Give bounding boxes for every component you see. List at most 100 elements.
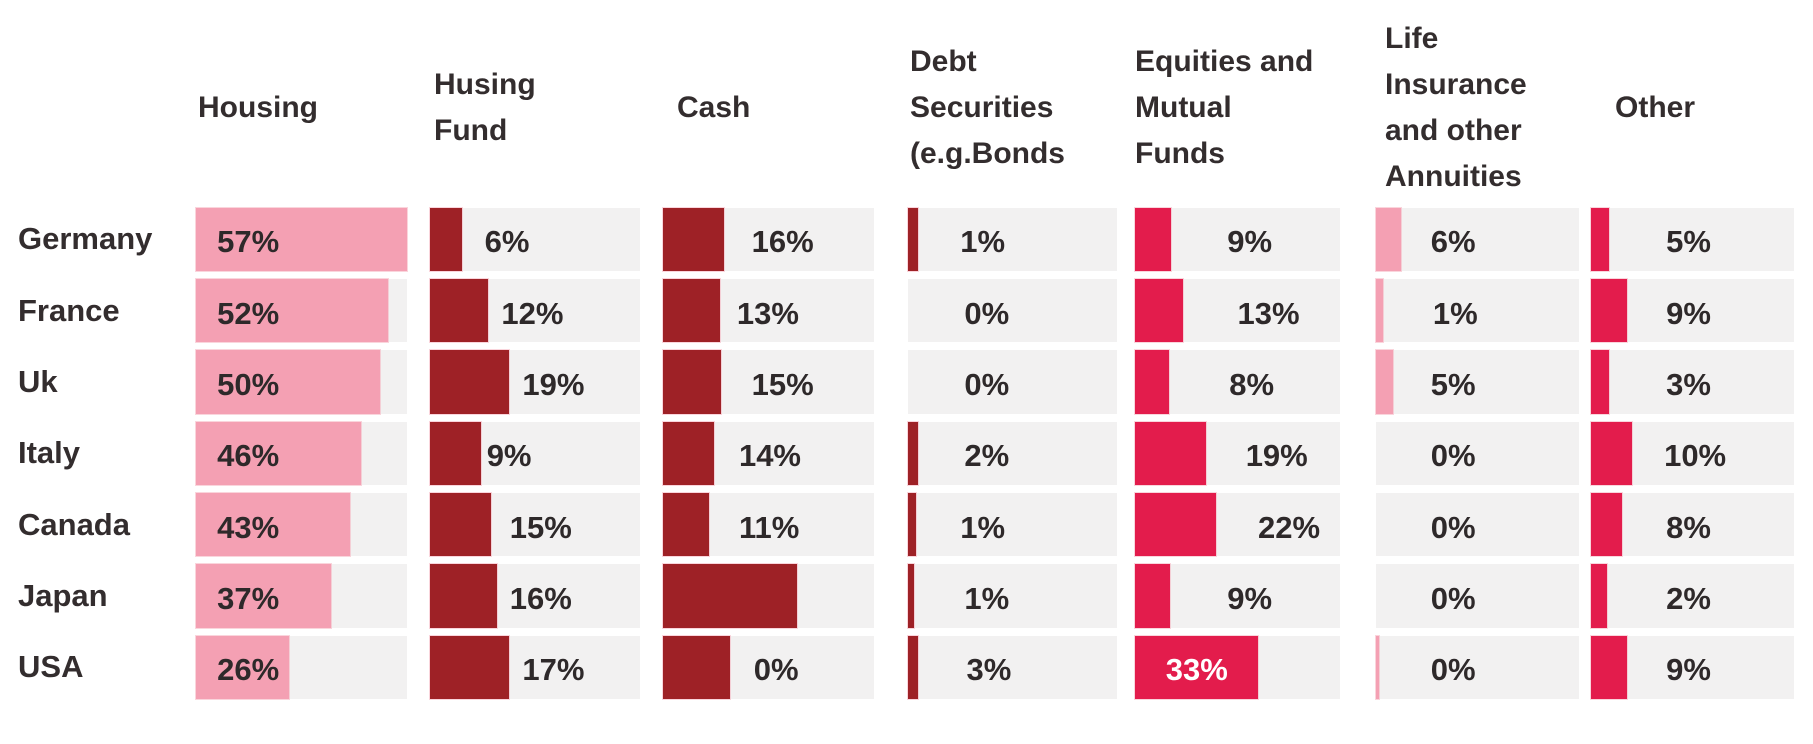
bar-value-label: 52% (217, 295, 280, 331)
bar-cell-debt-securities-germany: 1% (908, 207, 1117, 271)
bar-fill (196, 493, 351, 557)
bar-value-label: 46% (217, 438, 280, 474)
bar-fill (1591, 279, 1627, 343)
bar-cell-life-insurance-france: 1% (1376, 279, 1579, 343)
bar-fill (1135, 279, 1183, 343)
bar-cell-equities-mutual-funds-canada: 22% (1135, 493, 1340, 557)
bar-value-label: 3% (966, 652, 1012, 688)
bar-fill (908, 421, 919, 485)
bar-value-label: 0% (964, 295, 1010, 331)
bar-cell-housing-italy: 46% (196, 421, 407, 485)
bar-value-label: 19% (1245, 438, 1308, 474)
column-header-debt-securities: Debt Securities (e.g.Bonds (910, 45, 1065, 170)
bar-fill (663, 350, 722, 414)
bar-value-label: 22% (1258, 509, 1321, 545)
bar-cell-housing-usa: 26% (196, 635, 407, 699)
bar-cell-housing-japan: 37% (196, 564, 407, 628)
bar-value-label: 2% (964, 438, 1010, 474)
bar-value-label: 43% (217, 509, 280, 545)
bar-cell-cash-france: 13% (663, 279, 874, 343)
row-label-germany: Germany (18, 221, 153, 257)
bar-value-label: 1% (964, 580, 1010, 616)
column-header-cash: Cash (677, 91, 751, 124)
row-label-japan: Japan (18, 577, 108, 613)
bar-fill (1135, 421, 1207, 485)
bar-cell-husing-fund-france: 12% (430, 279, 640, 343)
bar-cell-cash-usa: 0% (663, 635, 874, 699)
bar-value-label: 5% (1430, 366, 1476, 402)
bar-fill (1376, 279, 1383, 343)
bar-fill (663, 564, 797, 628)
bar-cell-husing-fund-germany: 6% (430, 207, 640, 271)
bar-fill (1591, 421, 1633, 485)
bar-value-label: 6% (484, 224, 530, 260)
bar-cell-debt-securities-canada: 1% (908, 493, 1117, 557)
bar-cell-equities-mutual-funds-france: 13% (1135, 279, 1340, 343)
bar-cell-husing-fund-usa: 17% (430, 635, 640, 699)
bar-value-label: 0% (1430, 580, 1476, 616)
bar-fill (430, 207, 462, 271)
bar-fill (430, 564, 498, 628)
row-label-canada: Canada (18, 506, 130, 542)
bar-value-label: 0% (1430, 652, 1476, 688)
bar-cell-other-canada: 8% (1591, 493, 1794, 557)
bar-value-label: 26% (217, 652, 280, 688)
bar-cell-equities-mutual-funds-italy: 19% (1135, 421, 1340, 485)
bar-cell-debt-securities-uk: 0% (908, 350, 1117, 414)
bar-fill (1135, 493, 1217, 557)
bar-value-label: 11% (738, 509, 800, 545)
bar-cell-husing-fund-japan: 16% (430, 564, 640, 628)
bar-cell-debt-securities-italy: 2% (908, 421, 1117, 485)
bar-fill (908, 207, 919, 271)
bar-fill (196, 279, 388, 343)
bar-value-label: 33% (1165, 652, 1228, 688)
bar-fill (1376, 207, 1401, 271)
bar-cell-debt-securities-france: 0% (908, 279, 1117, 343)
bar-cell-cash-italy: 14% (663, 421, 874, 485)
bar-fill (1376, 635, 1380, 699)
column-header-life-insurance: Life Insurance and other Annuities (1385, 22, 1527, 193)
bar-fill (430, 350, 509, 414)
bar-fill (1135, 207, 1172, 271)
bar-value-label: 37% (217, 580, 280, 616)
bar-fill (196, 350, 380, 414)
bar-fill (1591, 564, 1607, 628)
bar-cell-other-japan: 2% (1591, 564, 1794, 628)
bar-cell-cash-canada: 11% (663, 493, 874, 557)
bar-value-label: 2% (1666, 580, 1711, 616)
bar-value-label: 9% (1666, 295, 1711, 331)
bar-fill (908, 635, 919, 699)
bar-fill (663, 421, 714, 485)
bar-fill (430, 635, 509, 699)
bar-cell-equities-mutual-funds-germany: 9% (1135, 207, 1340, 271)
bar-cell-life-insurance-uk: 5% (1376, 350, 1579, 414)
bar-value-label: 50% (217, 366, 280, 402)
bar-fill (430, 493, 491, 557)
row-label-france: France (18, 292, 120, 328)
bar-value-label: 0% (753, 652, 799, 688)
bar-cell-cash-japan (663, 564, 874, 628)
bar-fill (663, 279, 720, 343)
bar-value-label: 8% (1666, 509, 1711, 545)
bar-value-label: 10% (1664, 438, 1727, 474)
bar-cell-life-insurance-japan: 0% (1376, 564, 1579, 628)
column-header-equities-mutual-funds: Equities and Mutual Funds (1135, 45, 1314, 170)
bar-cell-housing-canada: 43% (196, 493, 407, 557)
bar-value-label: 8% (1229, 366, 1275, 402)
bar-cell-other-usa: 9% (1591, 635, 1794, 699)
bar-value-label: 17% (522, 652, 585, 688)
bar-fill (196, 635, 289, 699)
bar-fill (1591, 493, 1622, 557)
bar-cell-housing-germany: 57% (196, 207, 407, 271)
bar-value-label: 9% (1227, 224, 1273, 260)
bar-cell-equities-mutual-funds-usa: 33% (1135, 635, 1340, 699)
bar-fill (196, 564, 332, 628)
bar-cell-other-italy: 10% (1591, 421, 1794, 485)
bar-cell-debt-securities-japan: 1% (908, 564, 1117, 628)
bar-value-label: 5% (1666, 224, 1711, 260)
bar-fill (1135, 564, 1171, 628)
bar-value-label: 19% (522, 366, 585, 402)
bar-cell-debt-securities-usa: 3% (908, 635, 1117, 699)
bar-value-label: 1% (1432, 295, 1478, 331)
